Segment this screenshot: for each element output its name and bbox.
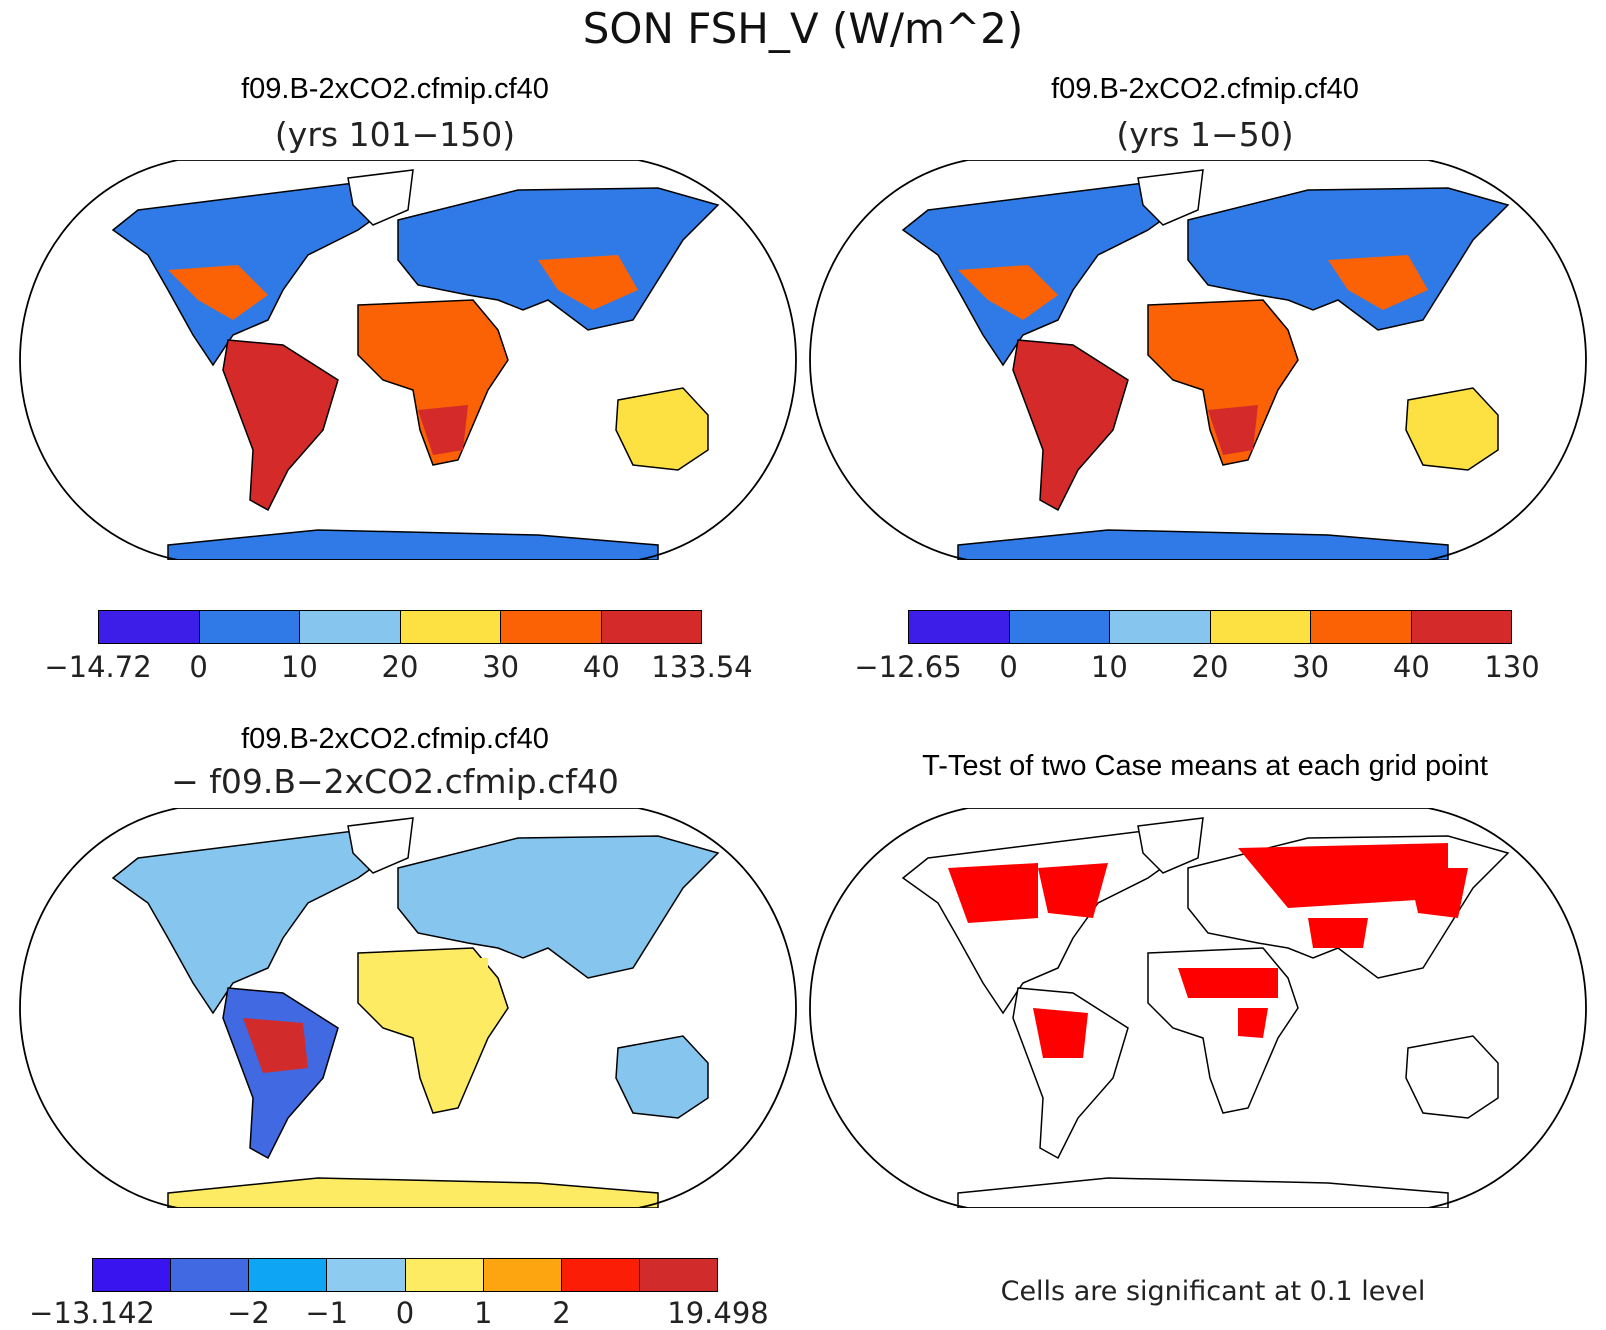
colorbar-tick-label: 40 — [582, 650, 620, 684]
warm-region — [368, 958, 488, 993]
colorbar-cell — [327, 1259, 406, 1291]
australia-landmass — [1405, 387, 1499, 471]
greenland-landmass — [1137, 817, 1204, 874]
colorbar-tick-label: 0 — [395, 1296, 415, 1330]
samerica-landmass — [1012, 339, 1129, 512]
colorbar-cell — [249, 1259, 328, 1291]
antarctica-landmass — [957, 529, 1449, 560]
australia-landmass — [615, 387, 709, 471]
colorbar-cell — [1311, 611, 1412, 643]
colorbar-cell — [639, 1259, 717, 1291]
colorbar-tick-label: 30 — [1292, 650, 1330, 684]
namerica-landmass — [111, 179, 394, 367]
warm-region — [418, 405, 468, 455]
colorbar-tick-label: 0 — [189, 650, 208, 684]
panel4-title: T-Test of two Case means at each grid po… — [922, 750, 1488, 782]
panel3-title: f09.B-2xCO2.cfmip.cf40 — [241, 723, 549, 755]
colorbar-cell — [501, 611, 602, 643]
colorbar-cell — [99, 611, 200, 643]
panel1-colorbar — [98, 610, 702, 644]
colorbar-cell — [1411, 611, 1511, 643]
colorbar-tick-label: −14.72 — [44, 650, 152, 684]
samerica-landmass — [222, 987, 339, 1160]
colorbar-tick-label: 10 — [280, 650, 318, 684]
panel1-subtitle: (yrs 101−150) — [274, 115, 516, 154]
panel3-map — [19, 808, 797, 1208]
colorbar-cell — [1009, 611, 1110, 643]
namerica-landmass — [901, 827, 1184, 1015]
panel1-map — [19, 160, 797, 560]
colorbar-cell — [400, 611, 501, 643]
greenland-landmass — [347, 169, 414, 226]
figure-title: SON FSH_V (W/m^2) — [582, 4, 1024, 53]
australia-landmass — [615, 1035, 709, 1119]
colorbar-tick-label: 133.54 — [651, 650, 753, 684]
colorbar-tick-label: −2 — [227, 1296, 270, 1330]
warm-region — [1328, 255, 1428, 310]
significant-cells — [1178, 968, 1278, 998]
significant-cells — [1238, 1008, 1268, 1038]
colorbar-tick-label: 2 — [552, 1296, 571, 1330]
antarctica-landmass — [167, 1177, 659, 1208]
significant-cells — [948, 863, 1038, 923]
significant-cells — [1033, 1008, 1088, 1058]
australia-landmass — [1405, 1035, 1499, 1119]
panel3-subtitle: − f09.B−2xCO2.cfmip.cf40 — [171, 762, 619, 801]
significant-cells — [1038, 863, 1108, 918]
colorbar-tick-label: 130 — [1484, 650, 1540, 684]
colorbar-tick-label: 1 — [474, 1296, 493, 1330]
antarctica-landmass — [167, 529, 659, 560]
africa-landmass — [1147, 299, 1299, 466]
colorbar-cell — [405, 1259, 484, 1291]
colorbar-tick-label: −12.65 — [854, 650, 962, 684]
map-boundary — [19, 160, 797, 560]
greenland-landmass — [347, 817, 414, 874]
warm-region — [243, 1018, 308, 1073]
map-boundary — [809, 808, 1587, 1208]
panel2-colorbar — [908, 610, 1512, 644]
colorbar-cell — [909, 611, 1010, 643]
colorbar-cell — [171, 1259, 250, 1291]
colorbar-tick-label: 19.498 — [667, 1296, 769, 1330]
panel3-colorbar — [92, 1258, 718, 1292]
antarctica-landmass — [957, 1177, 1449, 1208]
namerica-landmass — [901, 179, 1184, 367]
map-boundary — [19, 808, 797, 1208]
colorbar-cell — [1210, 611, 1311, 643]
map-boundary — [809, 160, 1587, 560]
colorbar-cell — [93, 1259, 172, 1291]
warm-region — [538, 255, 638, 310]
warm-region — [958, 265, 1058, 320]
panel2-subtitle: (yrs 1−50) — [1116, 115, 1294, 154]
eurasia-landmass — [397, 835, 720, 979]
colorbar-cell — [300, 611, 401, 643]
colorbar-tick-label: −13.142 — [29, 1296, 155, 1330]
samerica-landmass — [222, 339, 339, 512]
namerica-landmass — [111, 827, 394, 1015]
significance-note: Cells are significant at 0.1 level — [1000, 1276, 1426, 1307]
colorbar-tick-label: 20 — [1191, 650, 1229, 684]
colorbar-cell — [561, 1259, 640, 1291]
colorbar-cell — [199, 611, 300, 643]
colorbar-tick-label: 10 — [1090, 650, 1128, 684]
greenland-landmass — [1137, 169, 1204, 226]
significant-cells — [1408, 868, 1468, 918]
colorbar-tick-label: −1 — [305, 1296, 349, 1330]
colorbar-tick-label: 40 — [1392, 650, 1430, 684]
panel1-title: f09.B-2xCO2.cfmip.cf40 — [241, 73, 549, 105]
significant-cells — [1308, 918, 1368, 948]
colorbar-tick-label: 20 — [381, 650, 419, 684]
colorbar-tick-label: 0 — [999, 650, 1018, 684]
warm-region — [1208, 405, 1258, 455]
colorbar-cell — [483, 1259, 562, 1291]
colorbar-cell — [601, 611, 701, 643]
colorbar-cell — [1110, 611, 1211, 643]
panel2-title: f09.B-2xCO2.cfmip.cf40 — [1051, 73, 1359, 105]
warm-region — [168, 265, 268, 320]
panel2-map — [809, 160, 1587, 560]
panel4-map — [809, 808, 1587, 1208]
colorbar-tick-label: 30 — [482, 650, 520, 684]
significant-cells — [1238, 843, 1448, 908]
africa-landmass — [357, 299, 509, 466]
